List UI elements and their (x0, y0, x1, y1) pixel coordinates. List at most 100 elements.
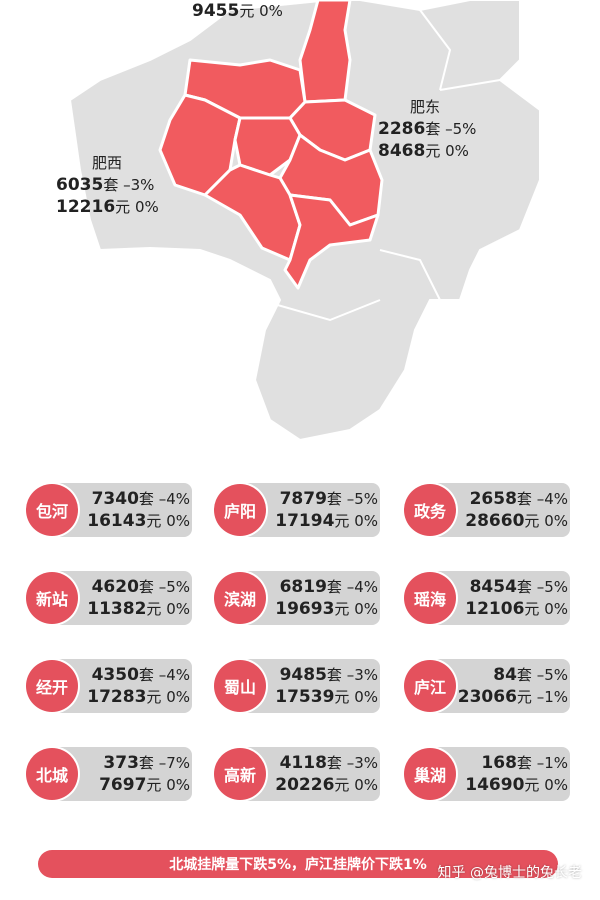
district-price-value: 20226 (275, 775, 335, 795)
district-name-badge: 包河 (26, 484, 78, 536)
district-stats: 4620套 –5% 11382元 0% (87, 576, 190, 620)
district-listings-row: 8454套 –5% (465, 576, 568, 598)
district-card: 4118套 –3% 20226元 0% 高新 (214, 744, 384, 804)
district-name-badge: 北城 (26, 748, 78, 800)
feidong-price-change: 0% (445, 142, 469, 160)
district-stats: 7340套 –4% 16143元 0% (87, 488, 190, 532)
district-price-unit: 元 (524, 512, 540, 530)
footer-summary-bar: 北城挂牌量下跌5%，庐江挂牌价下跌1% (38, 850, 558, 878)
district-name-badge: 巢湖 (404, 748, 456, 800)
feixi-price-value: 12216 (56, 197, 116, 217)
district-stats: 9485套 –3% 17539元 0% (275, 664, 378, 708)
district-price-unit: 元 (334, 512, 350, 530)
district-name-badge: 高新 (214, 748, 266, 800)
district-card: 2658套 –4% 28660元 0% 政务 (404, 480, 574, 540)
map-area: 9455元 0% 肥东 2286套 –5% 8468元 0% 肥西 6035套 … (56, 0, 541, 442)
district-price-change: 0% (354, 600, 378, 618)
district-price-change: 0% (354, 512, 378, 530)
district-price-row: 20226元 0% (275, 774, 378, 796)
feixi-listings-line: 6035套 –3% (56, 174, 159, 196)
district-listings-change: –5% (536, 666, 568, 684)
district-price-value: 12106 (465, 599, 525, 619)
district-price-unit: 元 (334, 776, 350, 794)
feidong-name: 肥东 (410, 98, 441, 116)
district-price-value: 17283 (87, 687, 147, 707)
district-price-unit: 元 (516, 688, 532, 706)
district-listings-row: 9485套 –3% (275, 664, 378, 686)
district-name-badge: 新站 (26, 572, 78, 624)
district-price-change: 0% (166, 688, 190, 706)
district-listings-value: 7879 (279, 489, 327, 509)
district-listings-unit: 套 (138, 490, 154, 508)
footer-summary-text: 北城挂牌量下跌5%，庐江挂牌价下跌1% (169, 857, 427, 873)
district-listings-row: 2658套 –4% (465, 488, 568, 510)
feidong-listings-line: 2286套 –5% (378, 118, 476, 140)
district-listings-row: 168套 –1% (465, 752, 568, 774)
district-price-value: 17539 (275, 687, 335, 707)
urban-core (158, 0, 384, 290)
district-listings-change: –4% (536, 490, 568, 508)
district-card: 4350套 –4% 17283元 0% 经开 (26, 656, 196, 716)
district-listings-unit: 套 (516, 754, 532, 772)
district-listings-row: 373套 –7% (99, 752, 190, 774)
district-listings-value: 9485 (279, 665, 327, 685)
district-stats: 7879套 –5% 17194元 0% (275, 488, 378, 532)
district-name-badge: 经开 (26, 660, 78, 712)
district-listings-unit: 套 (516, 490, 532, 508)
map-label-feidong: 肥东 2286套 –5% 8468元 0% (378, 96, 476, 162)
district-price-value: 7697 (99, 775, 147, 795)
district-listings-value: 373 (103, 753, 139, 773)
district-listings-change: –5% (158, 578, 190, 596)
district-listings-change: –4% (158, 666, 190, 684)
district-price-change: 0% (166, 600, 190, 618)
district-price-row: 16143元 0% (87, 510, 190, 532)
district-listings-change: –5% (346, 490, 378, 508)
district-stats: 6819套 –4% 19693元 0% (275, 576, 378, 620)
district-stats: 2658套 –4% 28660元 0% (465, 488, 568, 532)
district-price-change: 0% (166, 776, 190, 794)
district-listings-row: 6819套 –4% (275, 576, 378, 598)
district-listings-change: –3% (346, 754, 378, 772)
feixi-price-change: 0% (134, 198, 159, 216)
district-price-unit: 元 (334, 688, 350, 706)
map-label-feixi: 肥西 6035套 –3% 12216元 0% (56, 152, 159, 218)
region-map (68, 0, 541, 442)
district-card: 168套 –1% 14690元 0% 巢湖 (404, 744, 574, 804)
district-name-badge: 蜀山 (214, 660, 266, 712)
district-price-value: 17194 (275, 511, 335, 531)
district-card: 9485套 –3% 17539元 0% 蜀山 (214, 656, 384, 716)
map-top-price-value: 9455 (192, 1, 240, 21)
district-listings-change: –1% (536, 754, 568, 772)
district-card: 4620套 –5% 11382元 0% 新站 (26, 568, 196, 628)
map-top-price-unit: 元 (239, 2, 255, 20)
district-stats: 8454套 –5% 12106元 0% (465, 576, 568, 620)
district-price-unit: 元 (146, 688, 162, 706)
district-price-row: 7697元 0% (99, 774, 190, 796)
district-card: 7340套 –4% 16143元 0% 包河 (26, 480, 196, 540)
district-stats: 168套 –1% 14690元 0% (465, 752, 568, 796)
district-price-unit: 元 (146, 776, 162, 794)
district-price-row: 17539元 0% (275, 686, 378, 708)
district-card: 7879套 –5% 17194元 0% 庐阳 (214, 480, 384, 540)
watermark: 知乎 @兔博士的兔长老 (437, 865, 582, 881)
feixi-listings-change: –3% (123, 176, 155, 194)
district-price-change: 0% (544, 600, 568, 618)
district-card: 84套 –5% 23066元 –1% 庐江 (404, 656, 574, 716)
district-price-value: 16143 (87, 511, 147, 531)
district-listings-value: 7340 (91, 489, 139, 509)
district-name-badge: 瑶海 (404, 572, 456, 624)
district-price-change: 0% (354, 776, 378, 794)
district-price-row: 12106元 0% (465, 598, 568, 620)
district-listings-row: 4620套 –5% (87, 576, 190, 598)
district-price-change: 0% (544, 776, 568, 794)
district-listings-unit: 套 (516, 578, 532, 596)
district-name-badge: 滨湖 (214, 572, 266, 624)
district-price-value: 14690 (465, 775, 525, 795)
feidong-price-line: 8468元 0% (378, 140, 476, 162)
district-listings-unit: 套 (138, 578, 154, 596)
district-listings-change: –3% (346, 666, 378, 684)
district-stats: 4118套 –3% 20226元 0% (275, 752, 378, 796)
district-price-change: 0% (354, 688, 378, 706)
district-listings-value: 8454 (469, 577, 517, 597)
district-name-badge: 庐阳 (214, 484, 266, 536)
